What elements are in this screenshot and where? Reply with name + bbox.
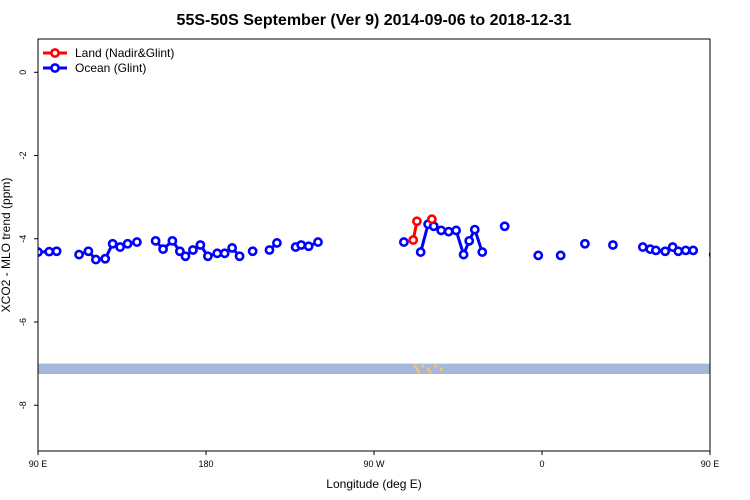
land-mark (426, 367, 430, 371)
land-mark (434, 364, 438, 368)
data-point (555, 250, 566, 261)
data-point (90, 254, 101, 265)
data-point (51, 246, 62, 257)
data-point (122, 238, 133, 249)
legend-marker (50, 48, 60, 58)
data-point (167, 235, 178, 246)
y-axis: 0 -2 -4 -6 -8 (18, 70, 38, 409)
data-point (464, 235, 475, 246)
data-point (637, 242, 648, 252)
data-point (74, 249, 84, 260)
data-point (303, 241, 314, 252)
data-point (408, 235, 419, 245)
data-point (426, 214, 437, 225)
land-mark (428, 370, 432, 374)
x-tick-label: 0 (539, 459, 544, 469)
data-point (296, 240, 307, 250)
data-point (174, 246, 185, 257)
x-axis: 90 E 180 90 W 0 90 E (29, 451, 720, 469)
data-point (451, 225, 462, 236)
legend-label: Ocean (Glint) (75, 61, 146, 75)
y-tick-label: -4 (18, 235, 28, 243)
data-point (313, 237, 323, 247)
data-point (660, 246, 671, 257)
legend-marker (50, 63, 60, 73)
data-point (477, 247, 488, 257)
data-point (412, 216, 422, 227)
y-tick-label: -8 (18, 401, 28, 409)
data-point (533, 250, 544, 261)
data-point (415, 247, 426, 257)
data-point (132, 237, 142, 247)
data-point (83, 246, 94, 257)
data-point (731, 255, 738, 262)
data-point (742, 243, 749, 250)
y-tick-label: 0 (18, 70, 28, 75)
land-band (38, 363, 710, 375)
series-layer (38, 214, 750, 265)
x-tick-label: 90 E (29, 459, 48, 469)
data-point (736, 240, 743, 247)
data-point (673, 246, 684, 257)
data-point (227, 243, 238, 253)
data-point (158, 244, 168, 255)
data-point (100, 253, 111, 264)
x-axis-label: Longitude (deg E) (326, 477, 421, 491)
data-point (264, 245, 275, 255)
legend-label: Land (Nadir&Glint) (75, 46, 174, 60)
series-line (714, 242, 750, 259)
data-point (499, 221, 510, 232)
data-point (469, 224, 480, 235)
data-point (443, 226, 454, 237)
land-mark (413, 364, 417, 368)
data-point (212, 248, 223, 259)
land-mark (415, 367, 419, 371)
y-axis-label: XCO2 - MLO trend (ppm) (0, 178, 13, 313)
data-point (188, 245, 198, 255)
data-point (234, 251, 245, 262)
land-mark (421, 364, 425, 368)
data-point (272, 238, 282, 248)
data-point (107, 238, 118, 249)
data-point (580, 238, 590, 249)
land-mark (417, 370, 421, 374)
data-point (202, 251, 213, 262)
land-mark (439, 367, 443, 371)
x-tick-label: 180 (198, 459, 213, 469)
data-point (650, 245, 661, 256)
series-land-nadir-glint- (408, 214, 437, 245)
series-ocean-glint- (38, 219, 750, 265)
x-tick-label: 90 W (363, 459, 385, 469)
data-point (219, 248, 230, 259)
x-tick-label: 90 E (701, 459, 720, 469)
data-point (398, 237, 409, 247)
data-point (680, 245, 691, 256)
legend: Land (Nadir&Glint)Ocean (Glint) (43, 46, 174, 75)
data-point (180, 251, 191, 262)
data-point (688, 245, 699, 256)
y-tick-label: -2 (18, 152, 28, 160)
data-point (150, 235, 161, 246)
data-point (458, 249, 469, 260)
data-point (708, 251, 710, 258)
data-point (115, 242, 126, 252)
data-point (436, 225, 447, 236)
data-point (195, 240, 206, 250)
chart-title: 55S-50S September (Ver 9) 2014-09-06 to … (177, 12, 572, 29)
ocean-band (38, 363, 710, 375)
data-point (608, 240, 618, 250)
data-point (247, 246, 258, 257)
data-point (723, 256, 730, 263)
y-tick-label: -6 (18, 318, 28, 326)
data-point (718, 247, 725, 254)
data-point (44, 246, 55, 257)
